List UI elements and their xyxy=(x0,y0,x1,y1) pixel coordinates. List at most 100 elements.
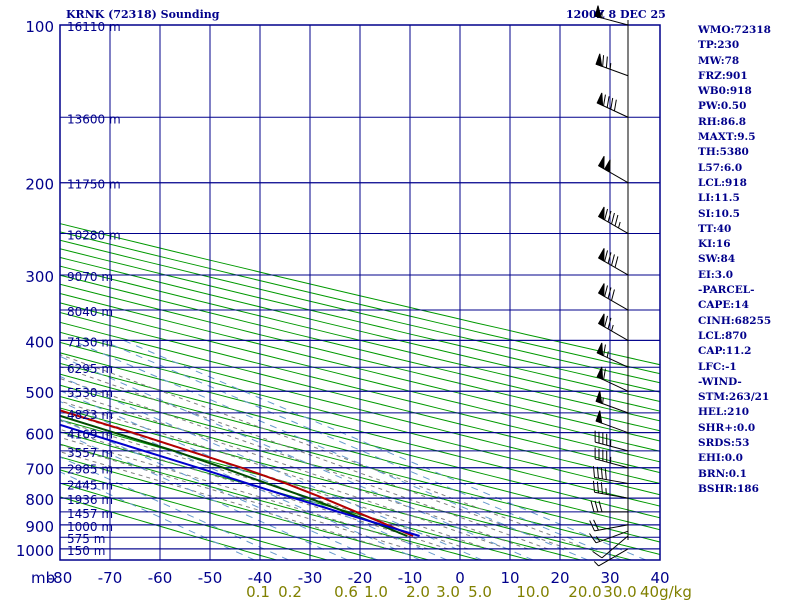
moist-adiabat xyxy=(60,377,548,550)
dry-adiabat xyxy=(60,321,660,474)
stat-item: EHI:0.0 xyxy=(698,452,743,465)
wind-profile xyxy=(589,5,629,567)
wind-barb xyxy=(589,530,629,544)
temperature-trace xyxy=(60,409,414,537)
height-label: 1457 m xyxy=(67,507,113,521)
pressure-tick-label: 800 xyxy=(25,491,54,509)
temperature-tick-label: 0 xyxy=(455,569,465,587)
stat-item: EI:3.0 xyxy=(698,268,734,281)
mixing-ratio-line xyxy=(71,339,588,560)
moist-adiabat xyxy=(60,366,568,550)
wind-barb xyxy=(593,548,629,567)
dry-adiabat xyxy=(60,352,660,507)
wind-barb xyxy=(595,410,629,434)
stat-item: SW:84 xyxy=(698,253,736,266)
temperature-tick-label: 10 xyxy=(500,569,519,587)
pressure-axis-unit: mb xyxy=(31,569,55,587)
moist-adiabat xyxy=(60,354,588,550)
temperature-tick-label: -80 xyxy=(48,569,73,587)
dry-adiabat xyxy=(60,341,660,496)
stat-item: MAXT:9.5 xyxy=(698,131,756,144)
height-label: 7130 m xyxy=(67,335,113,349)
mixing-ratio-label: 5.0 xyxy=(468,583,492,600)
wind-barb xyxy=(592,535,629,559)
pressure-tick-label: 200 xyxy=(25,176,54,194)
temperature-tick-label: -60 xyxy=(148,569,173,587)
dry-adiabat xyxy=(60,311,660,463)
wind-barb xyxy=(596,92,629,118)
temperature-tick-label: -40 xyxy=(248,569,273,587)
height-label: 4169 m xyxy=(67,428,113,442)
pressure-tick-label: 600 xyxy=(25,426,54,444)
temperature-tick-label: -10 xyxy=(398,569,423,587)
mixing-ratio-label: 0.1 xyxy=(246,583,270,600)
stat-item: LCL:870 xyxy=(698,329,747,342)
mixing-ratio-label: 1.0 xyxy=(364,583,388,600)
mixing-ratio-line xyxy=(60,355,534,560)
height-label: 1936 m xyxy=(67,493,113,507)
wind-barb xyxy=(597,248,629,276)
stat-item: SHR+:0.0 xyxy=(698,421,756,434)
valid-time: 1200Z 8 DEC 25 xyxy=(566,8,666,21)
chart-title: KRNK (72318) Sounding xyxy=(66,8,220,21)
moist-adiabat xyxy=(60,400,508,550)
stat-item: WMO:72318 xyxy=(698,24,771,36)
dry-adiabat xyxy=(60,443,480,560)
height-label: 16110 m xyxy=(67,20,121,34)
wind-barb xyxy=(594,430,629,452)
wind-barb xyxy=(597,313,629,341)
wind-barb xyxy=(590,500,628,513)
temperature-tick-label: 40 xyxy=(650,569,669,587)
sounding-traces xyxy=(60,409,420,537)
wind-barb xyxy=(597,206,629,234)
mixing-ratio-label-unit: 40g/kg xyxy=(640,583,692,600)
stat-item: -PARCEL- xyxy=(698,284,755,297)
dry-adiabat xyxy=(60,496,277,560)
mixing-ratio-label: 30.0 xyxy=(603,583,636,600)
stat-item: TP:230 xyxy=(698,39,740,52)
wind-barb xyxy=(595,390,629,414)
stat-item: TH:5380 xyxy=(698,146,749,159)
stat-item: LFC:-1 xyxy=(698,360,737,373)
wind-barb xyxy=(595,53,629,77)
mixing-ratio-label: 2.0 xyxy=(406,583,430,600)
pressure-tick-label: 900 xyxy=(25,518,54,536)
height-label: 2445 m xyxy=(67,478,113,492)
wind-barb xyxy=(592,480,629,499)
mixing-ratio-line xyxy=(60,390,448,560)
temperature-tick-label: -30 xyxy=(298,569,323,587)
stat-item: CINH:68255 xyxy=(698,314,772,327)
mixing-ratio-label: 10.0 xyxy=(516,583,549,600)
wind-barb xyxy=(592,466,629,484)
stat-item: WB0:918 xyxy=(698,85,752,98)
stat-item: TT:40 xyxy=(698,222,732,235)
pressure-tick-label: 400 xyxy=(25,333,54,351)
stat-item: HEL:210 xyxy=(698,406,750,419)
dry-adiabat xyxy=(60,223,660,366)
dry-adiabat xyxy=(60,482,328,560)
height-label: 8040 m xyxy=(67,305,113,319)
wind-barb xyxy=(597,283,629,311)
mixing-ratio-label: 0.6 xyxy=(334,583,358,600)
stat-item: L57:6.0 xyxy=(698,161,743,174)
dry-adiabat xyxy=(60,231,660,375)
pressure-tick-label: 300 xyxy=(25,268,54,286)
height-label: 6295 m xyxy=(67,362,113,376)
dry-adiabat xyxy=(60,395,660,555)
dry-adiabat xyxy=(60,373,660,531)
dry-adiabat xyxy=(60,362,660,519)
plot-frame xyxy=(59,24,661,561)
stat-item: MW:78 xyxy=(698,54,740,67)
dry-adiabat xyxy=(60,431,531,560)
pressure-tick-label: 100 xyxy=(25,18,54,36)
wind-barb xyxy=(597,155,629,184)
mixing-ratio-line xyxy=(60,400,421,560)
stats-panel: WMO:72318 TP:230 MW:78 FRZ:901 WB0:918 PW:0.5… xyxy=(698,23,798,497)
height-label: 3557 m xyxy=(67,446,113,460)
stat-item: PW:0.50 xyxy=(698,100,747,113)
height-label: 575 m xyxy=(67,532,105,546)
dry-adiabat xyxy=(60,419,581,560)
stat-item: FRZ:901 xyxy=(698,69,748,82)
